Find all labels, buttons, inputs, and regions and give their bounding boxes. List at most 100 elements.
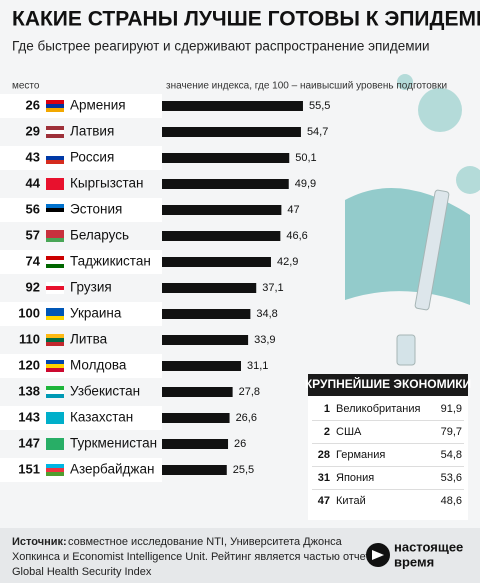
rank: 100 (18, 305, 40, 320)
inset-rank: 47 (318, 495, 330, 507)
flag-stripe (46, 230, 64, 234)
row-band (0, 380, 162, 404)
inset-country: Великобритания (336, 403, 421, 415)
rank: 57 (26, 227, 40, 242)
flag-stripe (46, 390, 64, 394)
rows: 26 Армения 55,5 29 Латвия 54,7 43 Россия 50,1 44 К… (0, 94, 330, 482)
inset-rank: 2 (324, 426, 330, 438)
value-label: 31,1 (247, 360, 268, 372)
flag-stripe (46, 368, 64, 372)
flag-stripe (46, 234, 64, 238)
country-label: Армения (70, 98, 126, 113)
row-band (0, 120, 162, 144)
flag-stripe (46, 134, 64, 138)
inset-rows: 1 Великобритания 91,9 2 США 79,7 28 Германия 54,… (312, 403, 464, 507)
value-label: 49,9 (295, 178, 316, 190)
bar (162, 101, 303, 111)
inset-value: 54,8 (441, 449, 462, 461)
bar (162, 153, 290, 163)
rank: 120 (18, 357, 40, 372)
flag-stripe (46, 442, 64, 446)
inset-value: 53,6 (441, 472, 462, 484)
country-label: Туркменистан (70, 436, 157, 451)
value-label: 25,5 (233, 464, 254, 476)
row-band (0, 328, 162, 352)
bar (162, 465, 227, 475)
flag-stripe (46, 282, 64, 286)
flag-stripe (46, 360, 64, 364)
row-band (0, 224, 162, 248)
rank: 151 (18, 461, 40, 476)
value-label: 47 (287, 204, 299, 216)
bar (162, 439, 229, 449)
rank: 44 (26, 175, 41, 190)
value-label: 37,1 (262, 282, 283, 294)
bar (162, 335, 249, 345)
rank: 143 (18, 409, 40, 424)
value-label: 26 (234, 438, 246, 450)
flag-stripe (46, 238, 64, 242)
country-label: Украина (70, 306, 122, 321)
flag-stripe (46, 334, 64, 338)
source-line: Global Health Security Index (12, 566, 152, 578)
value-label: 33,9 (254, 334, 275, 346)
source-label: Источник: (12, 536, 67, 548)
value-label: 50,1 (295, 152, 316, 164)
rank: 92 (26, 279, 40, 294)
footer (0, 528, 480, 583)
flag-stripe (46, 316, 64, 320)
subtitle: Где быстрее реагируют и сдерживают распр… (12, 39, 430, 54)
flag-stripe (46, 256, 64, 260)
row-band (0, 94, 162, 118)
flag-stripe (46, 130, 64, 134)
inset-box (308, 374, 468, 520)
flag-stripe (46, 178, 64, 182)
illustration (345, 74, 480, 366)
flag-stripe (46, 364, 64, 368)
inset-value: 79,7 (441, 426, 462, 438)
country-label: Узбекистан (70, 384, 140, 399)
flag-stripe (46, 416, 64, 420)
inset-country: Япония (336, 472, 374, 484)
rank: 56 (26, 201, 40, 216)
flag-stripe (46, 342, 64, 346)
flag-stripe (46, 412, 64, 416)
flag-stripe (46, 208, 64, 212)
country-label: Грузия (70, 280, 112, 295)
bar (162, 361, 241, 371)
value-label: 46,6 (286, 230, 307, 242)
rank-header: место (12, 81, 40, 92)
bar (162, 205, 282, 215)
bar (162, 413, 230, 423)
flag-stripe (46, 104, 64, 108)
flag-stripe (46, 446, 64, 450)
value-label: 26,6 (236, 412, 257, 424)
rank: 147 (18, 435, 40, 450)
flag-stripe (46, 286, 64, 290)
flag-stripe (46, 420, 64, 424)
flag-stripe (46, 386, 64, 390)
value-label: 54,7 (307, 126, 328, 138)
flag-stripe (46, 312, 64, 316)
inset-title: КРУПНЕЙШИЕ ЭКОНОМИКИ (305, 376, 471, 391)
flag-stripe (46, 472, 64, 476)
title: КАКИЕ СТРАНЫ ЛУЧШЕ ГОТОВЫ К ЭПИДЕМИЯМ (12, 8, 480, 31)
bar (162, 127, 301, 137)
flag-stripe (46, 156, 64, 160)
country-label: Молдова (70, 358, 127, 373)
rank: 43 (26, 149, 40, 164)
flag-stripe (46, 468, 64, 472)
row-band (0, 354, 162, 378)
country-label: Азербайджан (70, 462, 154, 477)
flag-stripe (46, 186, 64, 190)
bar (162, 231, 281, 241)
bar (162, 309, 251, 319)
rank: 26 (26, 97, 40, 112)
flag-stripe (46, 260, 64, 264)
flag-stripe (46, 438, 64, 442)
row-band (0, 146, 162, 170)
logo-text: настоящее (394, 539, 463, 554)
inset-country: Германия (336, 449, 385, 461)
source-line: Хопкинса и Economist Intelligence Unit. … (12, 551, 377, 563)
row-band (0, 302, 162, 326)
